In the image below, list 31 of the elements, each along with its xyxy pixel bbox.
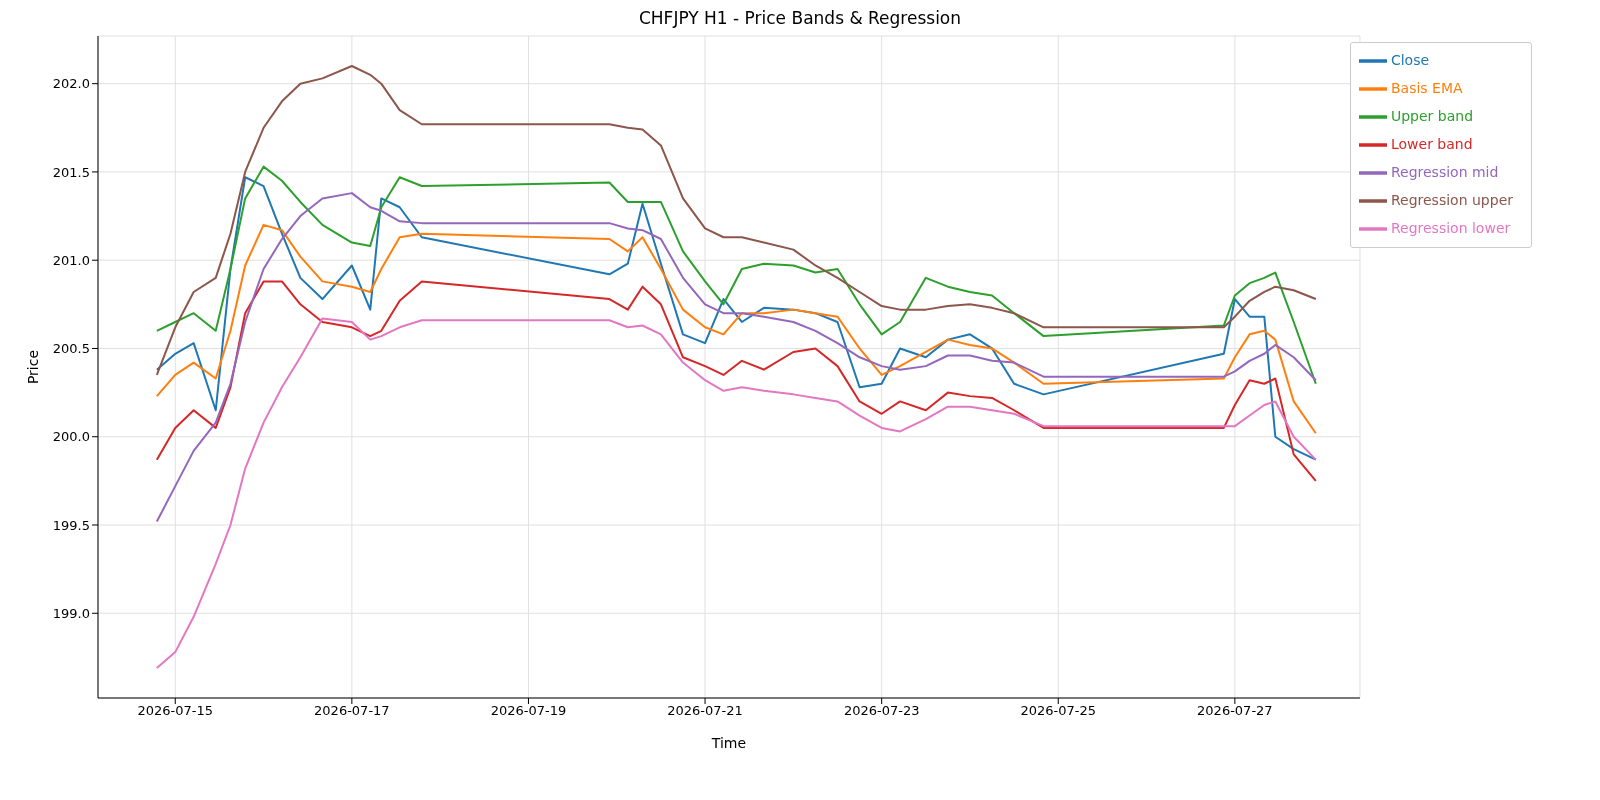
line-series: [155, 176, 1317, 461]
line-series: [155, 317, 1317, 669]
y-tick-label: 201.0: [52, 252, 90, 268]
line-series: [155, 280, 1317, 482]
legend-label: Upper band: [1390, 108, 1474, 124]
y-tick-label: 199.5: [52, 517, 90, 533]
legend-label: Regression lower: [1390, 220, 1511, 236]
x-tick-label: 2026-07-15: [137, 703, 214, 719]
line-series: [155, 165, 1317, 385]
y-tick-label: 201.5: [52, 164, 90, 180]
x-tick-label: 2026-07-25: [1020, 703, 1097, 719]
chart-title: CHFJPY H1 - Price Bands & Regression: [637, 8, 963, 28]
line-series: [155, 223, 1317, 435]
y-axis-title: Price: [24, 349, 41, 385]
x-tick-label: 2026-07-27: [1197, 703, 1273, 719]
legend-label: Lower band: [1390, 136, 1473, 152]
legend-label: Regression mid: [1390, 164, 1499, 180]
x-tick-label: 2026-07-17: [314, 703, 390, 719]
legend-label: Close: [1390, 52, 1430, 68]
y-tick-label: 199.0: [52, 605, 90, 621]
legend-label: Basis EMA: [1390, 80, 1463, 96]
line-series: [155, 192, 1317, 523]
x-tick-label: 2026-07-21: [667, 703, 743, 719]
y-tick-label: 200.5: [52, 341, 90, 357]
legend-label: Regression upper: [1390, 192, 1513, 208]
x-tick-label: 2026-07-23: [843, 703, 920, 719]
x-tick-label: 2026-07-19: [490, 703, 567, 719]
x-axis-title: Time: [710, 735, 747, 751]
y-tick-label: 202.0: [52, 76, 90, 92]
line-series: [155, 65, 1317, 376]
y-tick-label: 200.0: [52, 429, 90, 445]
